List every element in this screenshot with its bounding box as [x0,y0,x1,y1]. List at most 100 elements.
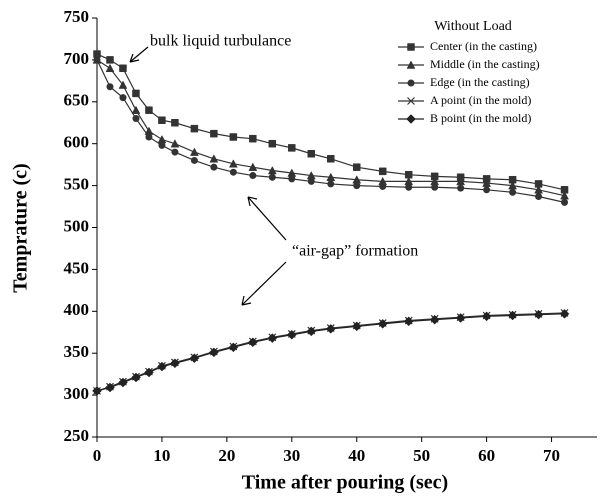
y-tick-label: 300 [64,384,90,403]
marker [288,175,296,183]
marker [189,147,199,156]
marker [93,50,101,58]
y-tick-label: 350 [64,342,90,361]
marker [118,80,128,89]
marker [535,192,543,200]
marker [406,114,416,124]
marker [561,198,569,206]
y-tick-label: 750 [64,7,90,26]
x-tick-label: 20 [218,446,235,465]
marker [228,159,238,168]
marker [132,89,140,98]
marker [171,148,179,156]
annotation: bulk liquid turbulance [150,33,291,50]
marker [407,43,415,51]
marker [209,347,219,358]
marker [508,175,517,184]
marker [405,183,413,191]
marker [378,167,387,176]
marker [533,309,544,320]
marker [509,188,517,196]
marker [481,311,492,322]
marker [379,182,387,190]
marker [325,324,336,334]
marker [406,60,416,69]
legend-label: Edge (in the casting) [430,75,530,89]
x-tick-label: 10 [153,446,170,465]
x-tick-label: 0 [93,446,102,465]
marker [351,321,362,332]
marker [210,163,218,171]
series-line [96,59,565,203]
marker [106,56,114,64]
marker [92,386,102,396]
series-line [96,59,565,197]
marker [209,154,219,163]
legend-label: B point (in the mold) [430,111,531,125]
marker [158,141,166,149]
marker [286,329,297,340]
marker [377,319,388,329]
marker [170,358,180,369]
marker [119,64,127,73]
marker [429,314,440,325]
y-tick-label: 500 [64,216,90,235]
marker [170,139,180,148]
marker [404,170,413,179]
marker [247,337,258,348]
x-tick-label: 70 [543,446,560,465]
marker [171,119,179,127]
marker [131,105,141,114]
marker [106,83,114,91]
y-tick-label: 450 [64,258,90,277]
y-tick-label: 250 [64,426,90,445]
marker [307,177,315,185]
legend-label: Center (in the casting) [430,39,537,53]
y-tick-label: 650 [64,91,90,110]
marker [210,129,218,138]
marker [190,124,199,133]
marker [249,172,257,180]
marker [105,63,115,73]
marker [119,94,127,102]
marker [93,56,101,64]
marker [430,172,439,181]
y-tick-label: 700 [64,49,90,68]
marker [118,377,128,388]
marker [288,144,296,152]
x-tick-label: 60 [478,446,495,465]
y-axis-title: Temprature (c) [10,163,32,292]
marker [157,361,167,372]
annotation: “air-gap” formation [292,243,418,260]
marker [132,115,140,123]
marker [353,182,361,190]
marker [158,116,166,124]
marker [229,168,237,176]
marker [144,367,154,378]
marker [403,316,414,327]
marker [327,180,335,188]
marker [306,326,317,337]
marker [507,310,518,321]
marker [189,353,200,364]
marker [534,180,543,188]
marker [455,313,466,323]
marker [190,156,198,164]
marker [131,372,141,383]
x-axis-title: Time after pouring (sec) [242,472,448,494]
marker [249,134,257,143]
marker [145,133,153,141]
legend-label: A point (in the mold) [430,93,531,107]
marker [105,382,115,393]
marker [268,173,276,181]
y-tick-label: 550 [64,175,90,194]
marker [268,139,277,148]
marker [327,155,335,163]
x-tick-label: 40 [348,446,365,465]
marker [559,308,570,319]
x-tick-label: 50 [413,446,430,465]
y-tick-label: 600 [64,133,90,152]
marker [267,333,278,343]
marker [560,186,569,194]
marker [229,133,238,141]
